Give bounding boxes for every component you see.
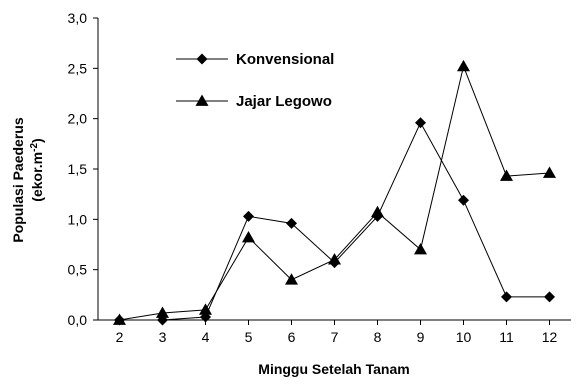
series-jajar-legowo [113,59,556,325]
data-point-triangle [328,253,341,265]
x-tick-label: 2 [116,329,124,345]
y-axis-title-line1: Populasi Paederus [10,117,26,242]
y-tick-label: 3,0 [68,10,88,26]
legend-marker-diamond [196,53,208,65]
x-tick-label: 4 [202,329,210,345]
y-axis-title-unit: (ekor.m [29,152,45,202]
y-tick-label: 0,0 [68,312,88,328]
y-tick-label: 2,0 [68,111,88,127]
data-point-diamond [501,291,512,303]
y-ticks: 0,0 0,5 1,0 1,5 2,0 2,5 3,0 [68,10,98,328]
data-point-triangle [285,273,298,285]
x-tick-label: 11 [499,329,514,345]
legend-label: Jajar Legowo [236,93,332,110]
legend: Konvensional Jajar Legowo [176,51,334,110]
y-tick-label: 1,5 [68,161,88,177]
data-point-triangle [500,169,513,181]
y-axis-title-exponent: -2 [29,143,40,152]
x-ticks: 2 3 4 5 6 7 8 9 10 11 12 [116,320,558,345]
x-tick-label: 9 [417,329,425,345]
y-axis-title-close: ) [29,138,45,143]
data-point-triangle [371,205,384,218]
series-line [119,121,550,321]
y-tick-label: 0,5 [68,262,88,278]
data-point-triangle [156,306,169,318]
legend-item: Konvensional [176,51,334,68]
legend-item: Jajar Legowo [176,93,332,110]
x-tick-label: 5 [245,329,253,345]
y-tick-label: 1,0 [68,211,88,227]
x-tick-label: 6 [288,329,296,345]
series-konvensional [114,117,555,326]
series-layer [113,59,556,326]
x-tick-label: 12 [542,329,558,345]
x-tick-label: 7 [331,329,339,345]
series-line [119,64,550,321]
x-tick-label: 8 [374,329,382,345]
data-point-diamond [243,210,254,222]
x-axis-title: Minggu Setelah Tanam [258,361,409,377]
data-point-triangle [113,313,126,325]
data-point-triangle [199,303,212,315]
data-point-diamond [286,217,297,229]
x-tick-label: 3 [159,329,167,345]
data-point-triangle [242,230,255,243]
data-point-triangle [543,166,556,178]
data-point-diamond [544,291,555,303]
y-axis-title-line2: (ekor.m-2) [29,138,45,201]
y-tick-label: 2,5 [68,60,88,76]
data-point-triangle [457,59,470,72]
x-tick-label: 10 [456,329,472,345]
data-point-diamond [458,194,469,206]
data-point-diamond [415,117,426,129]
data-point-triangle [414,243,427,255]
legend-marker-triangle [195,94,209,106]
legend-label: Konvensional [236,51,334,68]
